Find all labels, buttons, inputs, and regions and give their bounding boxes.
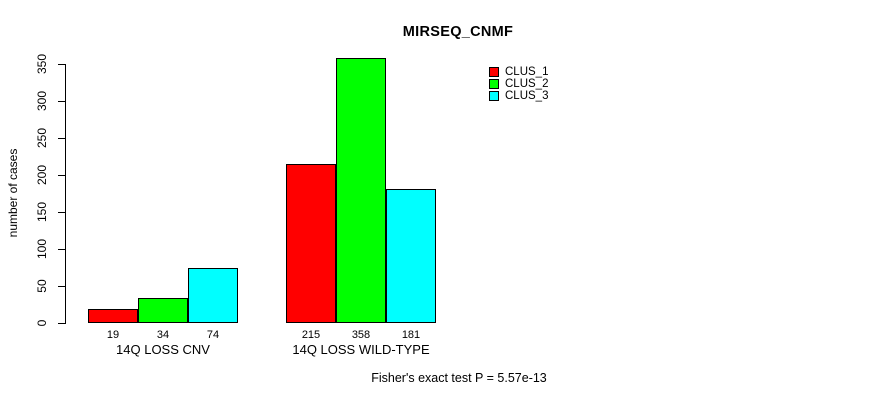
legend-swatch bbox=[489, 67, 499, 77]
y-axis-line bbox=[65, 64, 66, 324]
y-tick-mark bbox=[58, 212, 65, 213]
legend: CLUS_1 CLUS_2 CLUS_3 bbox=[489, 66, 548, 102]
legend-label: CLUS_1 bbox=[505, 66, 549, 78]
bar-clus_3-group1 bbox=[188, 268, 238, 323]
bar-value-label: 74 bbox=[206, 329, 220, 341]
legend-item-clus_2: CLUS_2 bbox=[489, 78, 548, 90]
x-category-label: 14Q LOSS WILD-TYPE bbox=[292, 342, 430, 357]
y-tick-label: 200 bbox=[35, 164, 49, 186]
y-tick-label: 250 bbox=[35, 127, 49, 149]
bar-clus_1-group2 bbox=[286, 164, 336, 323]
y-tick-label: 50 bbox=[35, 279, 49, 293]
y-tick-label: 150 bbox=[35, 201, 49, 223]
legend-item-clus_1: CLUS_1 bbox=[489, 66, 548, 78]
bar-clus_3-group2 bbox=[386, 189, 436, 323]
y-tick-label: 350 bbox=[35, 53, 49, 75]
y-tick-mark bbox=[58, 138, 65, 139]
footer-annotation: Fisher's exact test P = 5.57e-13 bbox=[371, 371, 547, 385]
x-category-label: 14Q LOSS CNV bbox=[116, 342, 210, 357]
bar-clus_2-group1 bbox=[138, 298, 188, 323]
bar-clus_1-group1 bbox=[88, 309, 138, 323]
legend-label: CLUS_3 bbox=[505, 90, 549, 102]
bar-value-label: 19 bbox=[106, 329, 120, 341]
legend-swatch bbox=[489, 91, 499, 101]
bar-value-label: 34 bbox=[156, 329, 170, 341]
bar-value-label: 358 bbox=[351, 329, 371, 341]
bar-value-label: 215 bbox=[301, 329, 321, 341]
y-tick-mark bbox=[58, 175, 65, 176]
y-tick-label: 100 bbox=[35, 238, 49, 260]
y-tick-mark bbox=[58, 323, 65, 324]
legend-swatch bbox=[489, 79, 499, 89]
legend-item-clus_3: CLUS_3 bbox=[489, 90, 548, 102]
chart-title: MIRSEQ_CNMF bbox=[402, 24, 514, 40]
legend-label: CLUS_2 bbox=[505, 78, 549, 90]
y-tick-mark bbox=[58, 101, 65, 102]
y-tick-label: 300 bbox=[35, 90, 49, 112]
y-tick-mark bbox=[58, 249, 65, 250]
y-axis-label: number of cases bbox=[6, 148, 20, 238]
bar-clus_2-group2 bbox=[336, 58, 386, 323]
y-tick-mark bbox=[58, 64, 65, 65]
bar-value-label: 181 bbox=[401, 329, 421, 341]
y-tick-label: 0 bbox=[35, 319, 49, 327]
y-tick-mark bbox=[58, 286, 65, 287]
